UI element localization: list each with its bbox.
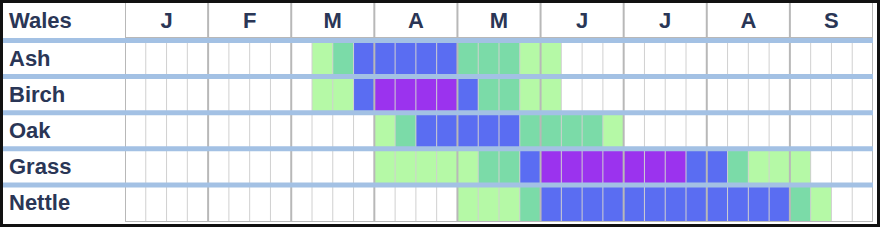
svg-text:A: A xyxy=(740,8,756,33)
svg-text:F: F xyxy=(243,8,256,33)
svg-text:S: S xyxy=(824,8,839,33)
svg-text:J: J xyxy=(160,8,172,33)
svg-text:Ash: Ash xyxy=(9,46,51,71)
svg-text:Grass: Grass xyxy=(9,154,71,179)
svg-text:Wales: Wales xyxy=(9,8,72,33)
svg-text:Birch: Birch xyxy=(9,82,65,107)
svg-text:J: J xyxy=(659,8,671,33)
svg-text:J: J xyxy=(576,8,588,33)
svg-text:Nettle: Nettle xyxy=(9,190,70,215)
svg-text:A: A xyxy=(408,8,424,33)
svg-text:M: M xyxy=(490,8,508,33)
svg-text:M: M xyxy=(324,8,342,33)
svg-text:Oak: Oak xyxy=(9,118,51,143)
